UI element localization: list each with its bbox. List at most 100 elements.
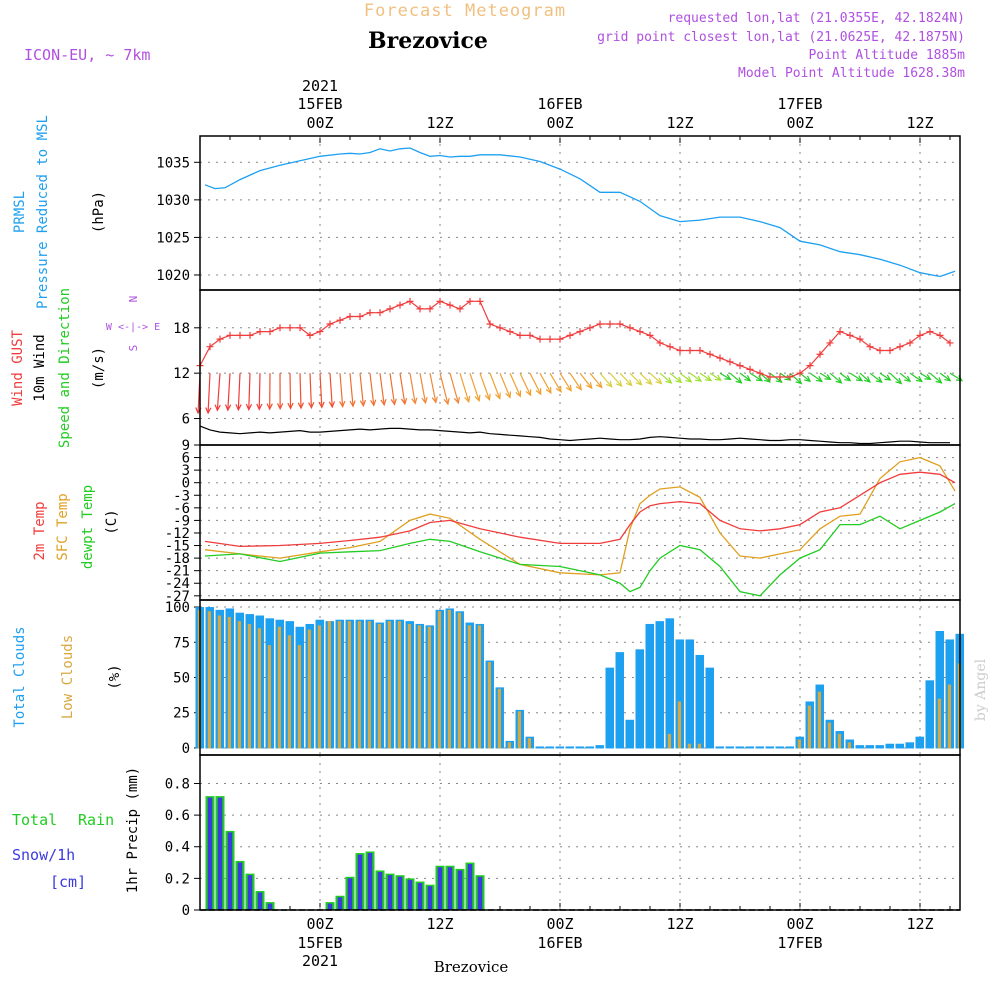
wind-arrow: [849, 372, 863, 382]
y-tick-label: -15: [165, 539, 190, 555]
wind-unit: (m/s): [91, 347, 107, 389]
low-cloud-bar: [387, 621, 391, 749]
wind-arrow: [379, 373, 385, 405]
wind-arrow-head: [339, 400, 346, 409]
gust-marker: [366, 309, 374, 317]
wind-arrow: [489, 372, 501, 399]
wind-arrow: [939, 372, 951, 382]
low-cloud-bar: [797, 739, 801, 749]
wind-arrow: [839, 372, 851, 382]
gust-marker: [416, 305, 424, 313]
snow-bar: [407, 879, 413, 910]
gust-marker: [256, 328, 264, 336]
gust-marker: [596, 320, 604, 328]
bottom-date-label: 15FEB: [297, 934, 342, 952]
low-cloud-bar: [207, 611, 211, 749]
total-cloud-bar: [745, 746, 754, 749]
total-cloud-bar: [705, 667, 714, 749]
t2m-label: 2m Temp: [32, 501, 48, 560]
y-tick-label: 6: [182, 412, 190, 428]
total-cloud-bar: [715, 746, 724, 749]
gust-marker: [836, 328, 844, 336]
wind-arrow-head: [494, 392, 501, 400]
wind-arrow: [759, 372, 771, 383]
wind-arrow-head: [944, 375, 952, 382]
snow-bar: [427, 886, 433, 910]
gust-marker: [866, 343, 874, 351]
gust-marker: [276, 324, 284, 332]
snow-bar: [367, 852, 373, 910]
wind-arrow-head: [443, 397, 450, 406]
y-tick-label: 100: [165, 600, 190, 616]
low-cloud-bar: [807, 705, 811, 749]
low-cloud-bar: [847, 742, 851, 749]
wind-arrow: [629, 372, 642, 386]
total-cloud-bar: [615, 652, 624, 749]
total-cloud-bar: [695, 654, 704, 749]
gust-marker: [896, 343, 904, 351]
wind-arrow-head: [555, 385, 562, 394]
wind-speed-line: [199, 425, 950, 445]
gust-marker: [506, 328, 514, 336]
requested-coords: requested lon,lat (21.0355E, 42.1824N): [668, 11, 965, 26]
gust-marker: [826, 339, 834, 347]
gust-marker: [326, 320, 334, 328]
bottom-time-axis: 00Z 12Z 00Z 12Z 00Z 12Z 15FEB 16FEB 17FEB 2021: [199, 903, 951, 970]
wind-arrow: [299, 373, 302, 409]
top-hour-label: 12Z: [426, 114, 453, 132]
panel-frame: [199, 754, 961, 911]
pressure-label-long: Pressure Reduced to MSL: [35, 115, 51, 309]
y-tick-label: -12: [165, 526, 190, 542]
total-cloud-label: Total Clouds: [12, 626, 28, 727]
y-tick-label: 1025: [156, 230, 190, 246]
snow-bar: [347, 878, 353, 910]
wind-arrow: [409, 373, 416, 404]
low-cloud-bar: [427, 626, 431, 749]
wind-arrow: [359, 373, 365, 406]
gust-marker: [476, 297, 484, 305]
snow-bar: [257, 892, 263, 910]
wind-arrow-head: [744, 375, 752, 382]
low-cloud-bar: [237, 621, 241, 749]
y-tick-label: 1030: [156, 193, 190, 209]
wind-arrow: [319, 373, 323, 408]
precip-total-label: Total: [12, 811, 57, 829]
wind-arrow-head: [935, 377, 943, 384]
wind-arrow: [309, 373, 313, 408]
gust-marker: [756, 369, 764, 377]
wind-arrow-head: [535, 388, 542, 396]
low-cloud-bar: [677, 701, 681, 749]
gust-marker: [296, 324, 304, 332]
low-cloud-bar: [827, 722, 831, 749]
wind-arrow-head: [224, 404, 232, 412]
gust-marker: [816, 350, 824, 358]
wind-arrow-head: [605, 380, 613, 388]
wind-arrow-head: [884, 374, 892, 381]
bottom-date-label: 16FEB: [537, 934, 582, 952]
wind-arrow-head: [359, 399, 367, 408]
low-cloud-bar: [667, 733, 671, 749]
wind-arrow: [649, 372, 662, 385]
bottom-hour-label: 00Z: [546, 915, 573, 933]
top-year-label: 2021: [302, 77, 338, 95]
wind-arrow-head: [844, 375, 852, 382]
top-time-axis: 00Z 12Z 00Z 12Z 00Z 12Z 15FEB 16FEB 17FEB 2021: [199, 77, 951, 143]
dew-label: dewpt Temp: [80, 485, 96, 569]
total-cloud-bar: [915, 736, 924, 749]
bottom-date-label: 17FEB: [777, 934, 822, 952]
top-date-label: 16FEB: [537, 95, 582, 113]
sfc-temp-line: [204, 456, 956, 576]
top-hour-label: 00Z: [306, 114, 333, 132]
wind-arrow: [899, 372, 911, 382]
snow-bar: [477, 876, 483, 910]
gust-marker: [776, 373, 784, 381]
wind-labels: Wind GUST 10m Wind Speed and Direction (…: [10, 288, 160, 448]
gust-marker: [576, 328, 584, 336]
gust-marker: [856, 335, 864, 343]
gust-marker: [316, 328, 324, 336]
product-title: Forecast Meteogram: [364, 1, 566, 21]
low-cloud-bar: [837, 733, 841, 749]
wind-arrow-head: [214, 404, 221, 412]
total-cloud-bar: [665, 618, 674, 749]
total-cloud-bar: [575, 746, 584, 749]
